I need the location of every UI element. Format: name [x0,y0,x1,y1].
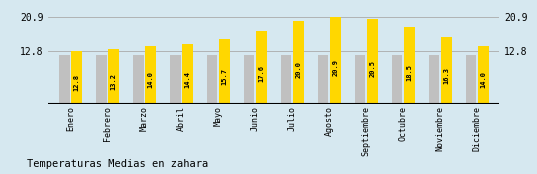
Bar [441,37,452,104]
Bar [367,19,378,104]
Text: 13.2: 13.2 [111,73,117,90]
Bar [71,51,82,104]
Text: Temperaturas Medias en zahara: Temperaturas Medias en zahara [27,159,208,169]
Text: 16.3: 16.3 [444,67,449,84]
Bar [59,55,70,104]
Bar [256,31,267,104]
Bar [244,55,255,104]
Bar [108,49,119,104]
Bar [183,44,193,104]
Text: 14.4: 14.4 [185,71,191,88]
Bar [355,55,365,104]
Text: 12.8: 12.8 [74,73,79,90]
Text: 18.5: 18.5 [407,64,412,81]
Bar [293,21,303,104]
Bar [330,17,340,104]
Text: 20.9: 20.9 [332,59,338,76]
Bar [170,55,180,104]
Bar [146,46,156,104]
Bar [219,39,230,104]
Bar [392,55,402,104]
Bar [281,55,292,104]
Bar [429,55,439,104]
Bar [318,55,329,104]
Bar [207,55,217,104]
Bar [96,55,106,104]
Text: 14.0: 14.0 [480,71,487,88]
Bar [404,27,415,104]
Bar [478,46,489,104]
Bar [466,55,476,104]
Text: 20.5: 20.5 [369,60,375,77]
Text: 17.6: 17.6 [258,65,265,82]
Text: 20.0: 20.0 [295,61,301,78]
Text: 14.0: 14.0 [148,71,154,88]
Bar [133,55,143,104]
Text: 15.7: 15.7 [221,68,228,85]
